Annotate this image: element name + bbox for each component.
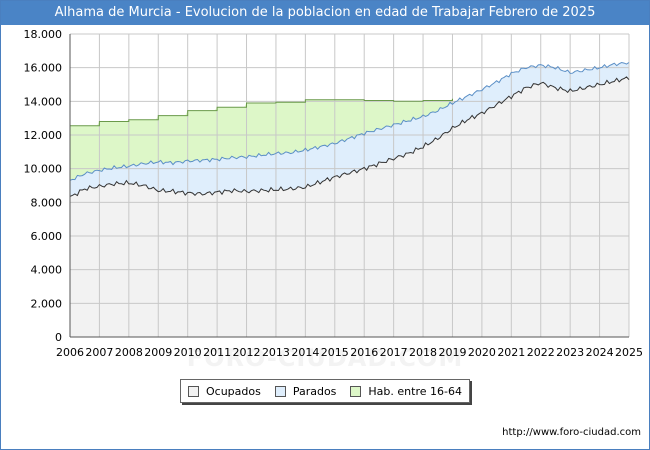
legend-swatch-hab xyxy=(350,385,362,397)
x-tick-label: 2013 xyxy=(262,346,290,359)
series-line-hab xyxy=(70,98,453,127)
y-tick-label: 10.000 xyxy=(24,163,63,176)
series-area-hab xyxy=(70,98,453,181)
x-tick-label: 2020 xyxy=(468,346,496,359)
series-line-parados xyxy=(69,61,630,181)
y-tick-label: 14.000 xyxy=(24,95,63,108)
x-tick-label: 2010 xyxy=(174,346,202,359)
chart-title: Alhama de Murcia - Evolucion de la pobla… xyxy=(1,1,649,25)
legend-item-parados: Parados xyxy=(274,384,337,398)
x-tick-label: 2009 xyxy=(144,346,172,359)
x-tick-label: 2007 xyxy=(85,346,113,359)
x-tick-label: 2006 xyxy=(56,346,84,359)
legend-label-hab: Hab. entre 16-64 xyxy=(368,384,462,398)
series-area-parados xyxy=(70,62,629,197)
x-tick-label: 2015 xyxy=(321,346,349,359)
legend-label-ocupados: Ocupados xyxy=(205,384,261,398)
y-tick-label: 8.000 xyxy=(31,196,63,209)
legend-swatch-parados xyxy=(274,385,286,397)
x-tick-label: 2022 xyxy=(527,346,555,359)
series-line-ocupados xyxy=(69,76,630,197)
x-tick-label: 2023 xyxy=(556,346,584,359)
y-tick-label: 6.000 xyxy=(31,230,63,243)
y-tick-label: 2.000 xyxy=(31,297,63,310)
x-tick-label: 2012 xyxy=(233,346,261,359)
legend-label-parados: Parados xyxy=(292,384,337,398)
y-tick-label: 16.000 xyxy=(24,62,63,75)
watermark: FORO-CIUDAD.COM xyxy=(186,344,464,372)
x-tick-label: 2024 xyxy=(586,346,614,359)
x-tick-label: 2025 xyxy=(615,346,643,359)
x-tick-label: 2019 xyxy=(438,346,466,359)
x-tick-label: 2021 xyxy=(497,346,525,359)
legend-item-hab: Hab. entre 16-64 xyxy=(350,385,462,398)
x-tick-label: 2018 xyxy=(409,346,437,359)
y-tick-label: 0 xyxy=(55,331,62,344)
y-tick-label: 12.000 xyxy=(24,129,63,142)
x-tick-label: 2014 xyxy=(291,346,319,359)
legend-swatch-ocupados xyxy=(187,385,199,397)
x-tick-label: 2016 xyxy=(350,346,378,359)
x-tick-label: 2011 xyxy=(203,346,231,359)
source-url: http://www.foro-ciudad.com xyxy=(502,427,641,438)
legend-item-ocupados: Ocupados xyxy=(187,384,261,398)
y-tick-label: 4.000 xyxy=(31,264,63,277)
x-tick-label: 2008 xyxy=(115,346,143,359)
series-area-ocupados xyxy=(70,76,629,338)
x-tick-label: 2017 xyxy=(380,346,408,359)
y-tick-label: 18.000 xyxy=(24,28,63,41)
legend: Ocupados Parados Hab. entre 16-64 xyxy=(180,379,470,403)
